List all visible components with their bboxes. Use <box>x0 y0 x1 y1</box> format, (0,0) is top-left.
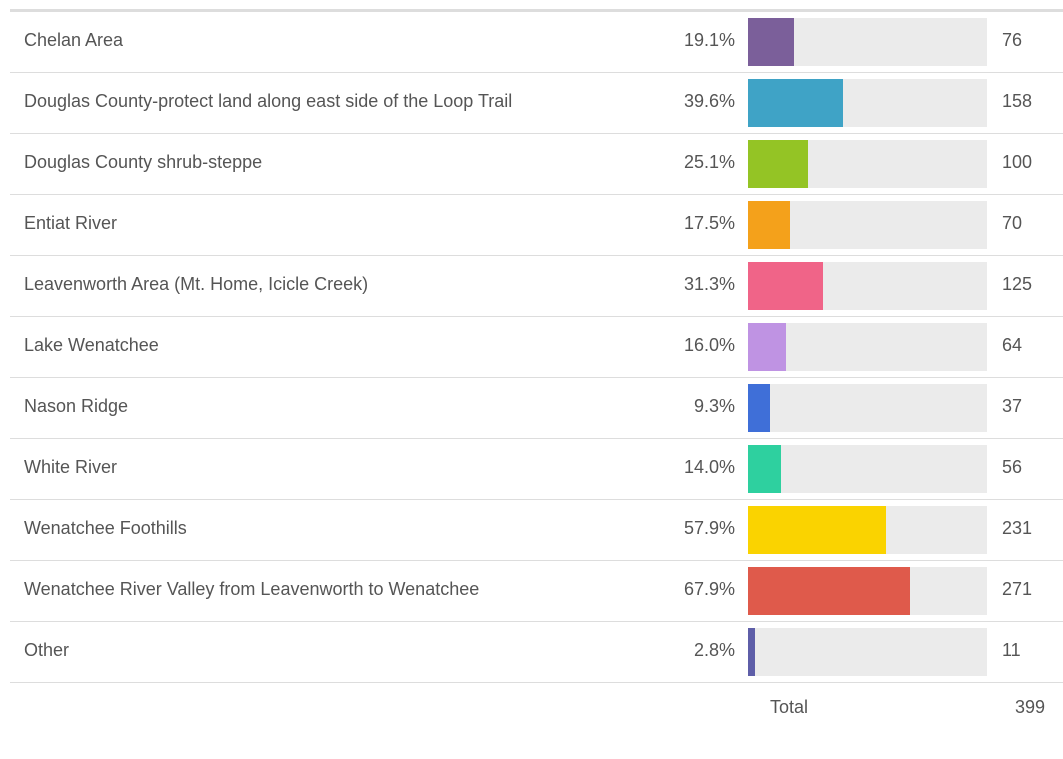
bar <box>748 384 771 432</box>
count-label: 11 <box>1002 640 1021 660</box>
bar-track <box>748 506 987 554</box>
bar-track <box>748 79 987 127</box>
bar <box>748 262 823 310</box>
result-row: Leavenworth Area (Mt. Home, Icicle Creek… <box>10 256 1063 317</box>
count-label: 100 <box>1002 152 1033 172</box>
result-row: White River 14.0% 56 <box>10 439 1063 500</box>
count-label: 56 <box>1002 457 1023 477</box>
bar <box>748 323 787 371</box>
percent-label: 39.6% <box>683 91 735 111</box>
result-row: Wenatchee Foothills 57.9% 231 <box>10 500 1063 561</box>
bar-track <box>748 262 987 310</box>
answer-label: Wenatchee Foothills <box>24 518 187 538</box>
count-label: 158 <box>1002 91 1033 111</box>
result-row: Nason Ridge 9.3% 37 <box>10 378 1063 439</box>
bar-track <box>748 140 987 188</box>
count-label: 70 <box>1002 213 1023 233</box>
result-row: Douglas County-protect land along east s… <box>10 73 1063 134</box>
result-row: Douglas County shrub-steppe 25.1% 100 <box>10 134 1063 195</box>
results-table: Chelan Area 19.1% 76 Douglas County-protect… <box>10 9 1063 727</box>
percent-label: 16.0% <box>683 335 735 355</box>
percent-label: 31.3% <box>683 274 735 294</box>
percent-label: 67.9% <box>683 579 735 599</box>
total-row: Total 399 <box>10 683 1063 727</box>
count-label: 271 <box>1002 579 1033 599</box>
total-count: 399 <box>1015 697 1046 717</box>
result-row: Wenatchee River Valley from Leavenworth … <box>10 561 1063 622</box>
answer-label: Leavenworth Area (Mt. Home, Icicle Creek… <box>24 274 369 294</box>
bar-track <box>748 628 987 676</box>
count-label: 231 <box>1002 518 1033 538</box>
percent-label: 57.9% <box>683 518 735 538</box>
result-row: Other 2.8% 11 <box>10 622 1063 683</box>
count-label: 76 <box>1002 30 1023 50</box>
percent-label: 14.0% <box>683 457 735 477</box>
answer-label: Entiat River <box>24 213 118 233</box>
percent-label: 19.1% <box>683 30 735 50</box>
result-row: Chelan Area 19.1% 76 <box>10 12 1063 73</box>
bar <box>748 140 808 188</box>
bar-track <box>748 567 987 615</box>
answer-label: Douglas County-protect land along east s… <box>24 91 513 111</box>
answer-label: Chelan Area <box>24 30 124 50</box>
bar-track <box>748 384 987 432</box>
count-label: 125 <box>1002 274 1033 294</box>
bar <box>748 18 794 66</box>
bar <box>748 567 911 615</box>
bar <box>748 506 887 554</box>
percent-label: 17.5% <box>683 213 735 233</box>
answer-label: Douglas County shrub-steppe <box>24 152 263 172</box>
bar <box>748 445 782 493</box>
count-label: 37 <box>1002 396 1023 416</box>
bar <box>748 628 755 676</box>
answer-label: Other <box>24 640 70 660</box>
bar <box>748 79 843 127</box>
count-label: 64 <box>1002 335 1023 355</box>
percent-label: 9.3% <box>693 396 735 416</box>
bar-track <box>748 323 987 371</box>
percent-label: 2.8% <box>693 640 735 660</box>
percent-label: 25.1% <box>683 152 735 172</box>
answer-label: Wenatchee River Valley from Leavenworth … <box>24 579 480 599</box>
answer-label: Lake Wenatchee <box>24 335 159 355</box>
answer-label: Nason Ridge <box>24 396 129 416</box>
bar-track <box>748 18 987 66</box>
result-row: Lake Wenatchee 16.0% 64 <box>10 317 1063 378</box>
total-label: Total <box>770 697 809 717</box>
bar-track <box>748 201 987 249</box>
bar <box>748 201 790 249</box>
bar-track <box>748 445 987 493</box>
result-row: Entiat River 17.5% 70 <box>10 195 1063 256</box>
answer-label: White River <box>24 457 118 477</box>
